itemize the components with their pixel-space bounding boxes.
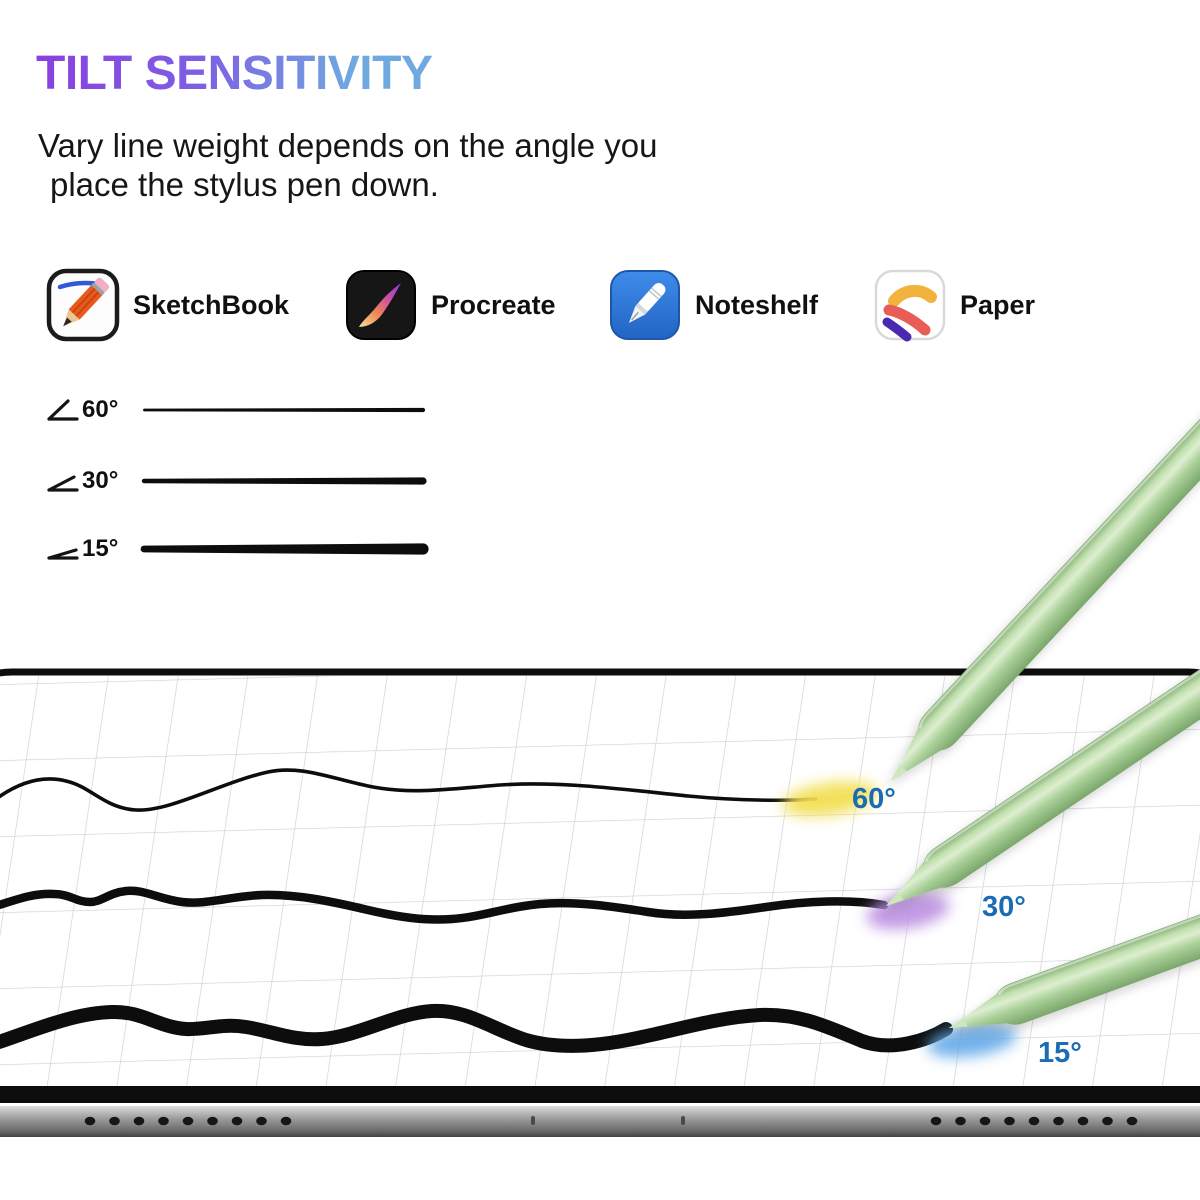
app-label-noteshelf: Noteshelf	[695, 289, 819, 320]
angle-row-60: 60°	[44, 395, 432, 425]
glow-60	[782, 781, 878, 817]
subtitle-line-2: place the stylus pen down.	[50, 166, 439, 203]
angle-row-30: 30°	[44, 466, 432, 496]
angle-label-15: 15°	[82, 535, 119, 562]
wavy-stroke-30	[0, 886, 889, 924]
glow-15	[927, 1024, 1017, 1058]
procreate-icon	[344, 268, 418, 342]
speaker-holes-left	[84, 1116, 292, 1126]
angle-icon-30	[47, 475, 79, 492]
stroke-sample-15	[140, 543, 429, 555]
app-label-procreate: Procreate	[431, 289, 556, 320]
glow-30	[866, 892, 950, 930]
app-label-sketchbook: SketchBook	[133, 289, 290, 320]
wavy-stroke-15	[0, 1003, 953, 1053]
stroke-sample-60	[143, 407, 426, 413]
angle-label-30: 30°	[82, 467, 119, 494]
app-item-noteshelf: Noteshelf	[608, 268, 818, 342]
angle-label-60: 60°	[82, 396, 119, 423]
app-item-paper: Paper	[873, 268, 1035, 342]
subtitle-line-1: Vary line weight depends on the angle yo…	[38, 127, 658, 164]
tablet-label-15: 15°	[1038, 1037, 1082, 1069]
paper-icon	[873, 268, 947, 342]
tablet-label-60: 60°	[852, 783, 896, 815]
stroke-sample-30	[141, 477, 427, 485]
tablet-label-30: 30°	[982, 891, 1026, 923]
page-title: TILT SENSITIVITY	[36, 47, 433, 100]
angle-icon-60	[47, 399, 79, 421]
app-label-paper: Paper	[960, 289, 1036, 320]
angle-row-15: 15°	[44, 534, 432, 564]
subtitle: Vary line weight depends on the angle yo…	[38, 126, 658, 204]
angle-icon-15	[47, 548, 79, 560]
tablet-bottom-bezel	[0, 1086, 1200, 1103]
app-item-sketchbook: SketchBook	[46, 268, 289, 342]
sketchbook-icon	[46, 268, 120, 342]
app-item-procreate: Procreate	[344, 268, 556, 342]
tablet-side-edge	[0, 1106, 1200, 1137]
speaker-holes-right	[930, 1116, 1138, 1126]
wavy-stroke-60	[0, 768, 818, 812]
noteshelf-icon	[608, 268, 682, 342]
port-slits	[531, 1116, 685, 1125]
